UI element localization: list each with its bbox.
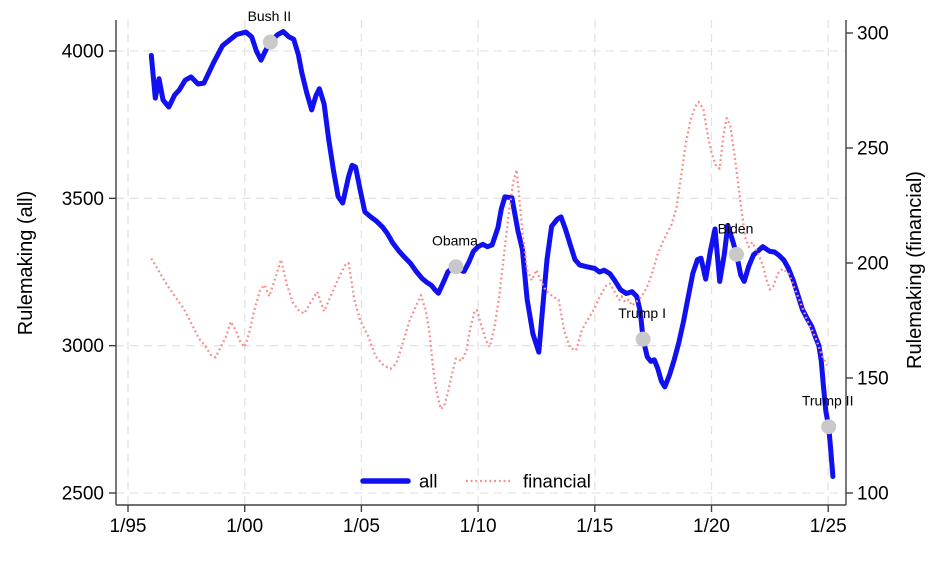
y-right-tick-label-250: 250 — [857, 139, 889, 160]
annotation-dot-biden — [728, 246, 744, 262]
x-tick-label-1/95: 1/95 — [110, 516, 147, 537]
y-right-axis-title: Rulemaking (financial) — [904, 171, 926, 369]
annotation-label-trump-i: Trump I — [618, 305, 666, 321]
annotation-label-trump-ii: Trump II — [802, 393, 854, 409]
y-left-tick-label-2500: 2500 — [62, 484, 104, 505]
x-tick-label-1/00: 1/00 — [226, 516, 263, 537]
series-line-financial — [150, 100, 829, 411]
y-right-tick-label-200: 200 — [857, 254, 889, 275]
x-tick-label-1/10: 1/10 — [460, 516, 497, 537]
y-right-tick-label-100: 100 — [857, 484, 889, 505]
annotation-dot-obama — [448, 259, 464, 275]
y-left-tick-label-3500: 3500 — [62, 189, 104, 210]
annotation-label-bush-ii: Bush II — [248, 8, 292, 24]
x-tick-label-1/05: 1/05 — [343, 516, 380, 537]
y-left-tick-label-4000: 4000 — [62, 42, 104, 63]
y-right-tick-label-300: 300 — [857, 24, 889, 45]
legend-label-all: all — [419, 471, 438, 492]
annotation-dot-trump-i — [635, 331, 651, 347]
x-tick-label-1/15: 1/15 — [576, 516, 613, 537]
legend-label-financial: financial — [523, 471, 591, 492]
x-tick-label-1/25: 1/25 — [810, 516, 847, 537]
y-left-axis-title: Rulemaking (all) — [15, 191, 37, 336]
x-tick-label-1/20: 1/20 — [693, 516, 730, 537]
y-right-tick-label-150: 150 — [857, 369, 889, 390]
y-left-tick-label-3000: 3000 — [62, 336, 104, 357]
annotation-label-biden: Biden — [718, 220, 754, 236]
annotation-dot-bush-ii — [262, 34, 278, 50]
annotation-dot-trump-ii — [821, 419, 837, 435]
annotation-label-obama: Obama — [432, 233, 478, 249]
